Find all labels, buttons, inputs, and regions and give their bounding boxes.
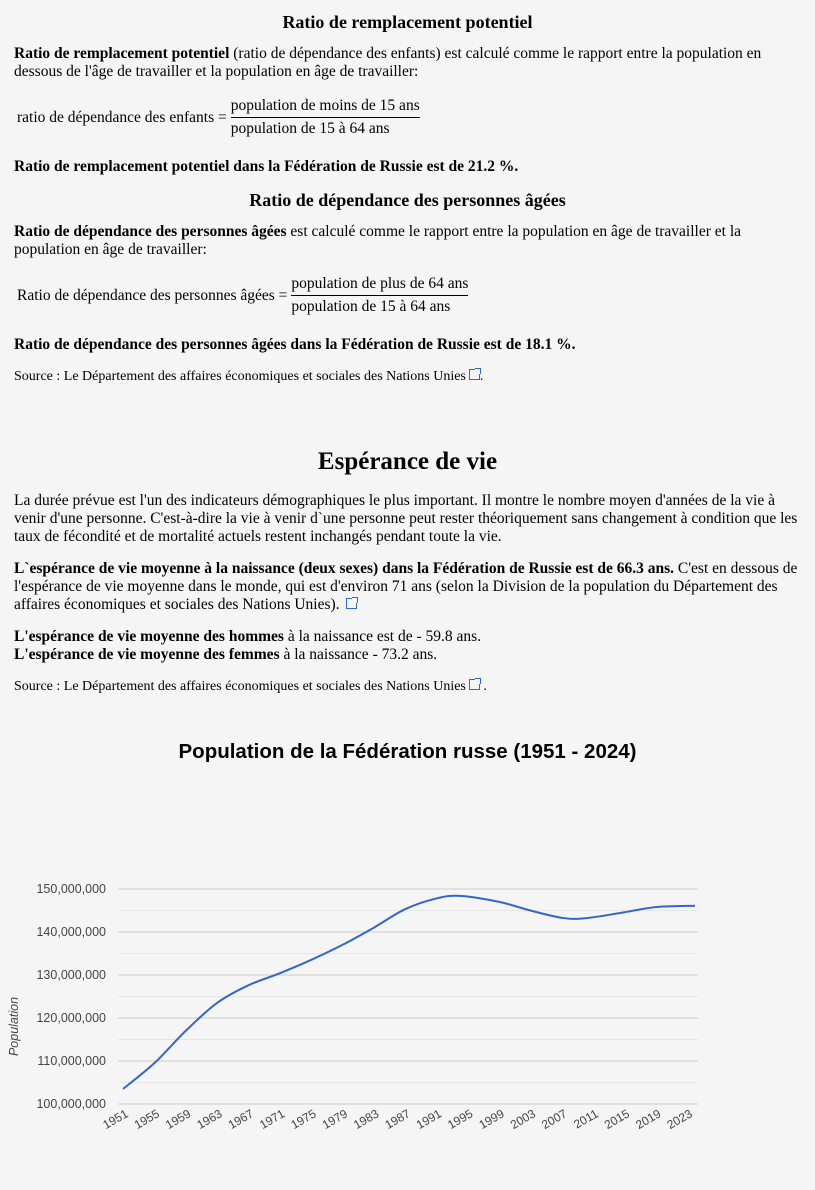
external-link-icon[interactable] xyxy=(346,597,359,609)
x-tick-label: 2019 xyxy=(633,1106,663,1132)
x-tick-label: 2011 xyxy=(571,1106,601,1131)
paragraph: La durée prévue est l'un des indicateurs… xyxy=(14,492,798,545)
x-tick-label: 1979 xyxy=(320,1106,350,1132)
y-tick-label: 140,000,000 xyxy=(36,925,106,939)
section-title: Ratio de dépendance des personnes âgées xyxy=(249,190,566,210)
paragraph: L`espérance de vie moyenne à la naissanc… xyxy=(14,560,798,613)
x-tick-label: 1987 xyxy=(382,1106,412,1132)
y-tick-label: 120,000,000 xyxy=(36,1011,106,1025)
series-line xyxy=(122,894,696,1090)
source: Source : Le Département des affaires éco… xyxy=(14,678,487,694)
section-title: Ratio de remplacement potentiel xyxy=(282,12,533,32)
x-tick-label: 2023 xyxy=(665,1106,695,1132)
x-tick-label: 1983 xyxy=(351,1106,381,1132)
paragraph: Ratio de remplacement potentiel (ratio d… xyxy=(14,45,762,80)
chart-title: Population de la Fédération russe (1951 … xyxy=(178,740,637,763)
paragraph: L'espérance de vie moyenne des hommes à … xyxy=(14,628,482,663)
y-tick-label: 150,000,000 xyxy=(36,882,106,896)
x-tick-label: 2007 xyxy=(539,1106,569,1132)
y-tick-label: 100,000,000 xyxy=(36,1097,106,1111)
y-tick-label: 110,000,000 xyxy=(37,1054,106,1068)
x-tick-label: 1975 xyxy=(288,1106,318,1132)
x-tick-label: 2015 xyxy=(602,1106,632,1132)
x-tick-label: 1971 xyxy=(257,1106,287,1132)
x-tick-label: 2003 xyxy=(508,1106,538,1132)
x-tick-label: 1999 xyxy=(476,1106,506,1132)
external-link-icon[interactable] xyxy=(468,368,481,380)
y-axis-label: Population xyxy=(7,997,21,1056)
formula: Ratio de dépendance des personnes âgées … xyxy=(17,275,469,315)
external-link-icon[interactable] xyxy=(468,678,481,690)
section-title: Espérance de vie xyxy=(317,448,498,475)
source: Source : Le Département des affaires éco… xyxy=(14,368,484,384)
y-tick-label: 130,000,000 xyxy=(36,968,106,982)
population-chart: 100,000,000 110,000,000 120,000,000 130,000… xyxy=(7,882,698,1132)
formula: ratio de dépendance des enfants = populat… xyxy=(17,97,420,137)
x-tick-label: 1995 xyxy=(445,1106,475,1132)
x-tick-label: 1955 xyxy=(132,1106,162,1132)
x-tick-label: 1959 xyxy=(163,1106,193,1132)
x-tick-label: 1963 xyxy=(194,1106,224,1132)
x-tick-label: 1967 xyxy=(226,1106,256,1132)
x-tick-label: 1991 xyxy=(414,1106,444,1132)
paragraph: Ratio de dépendance des personnes âgées … xyxy=(14,223,742,258)
result: Ratio de dépendance des personnes âgées … xyxy=(14,336,576,353)
result: Ratio de remplacement potentiel dans la … xyxy=(14,158,519,175)
